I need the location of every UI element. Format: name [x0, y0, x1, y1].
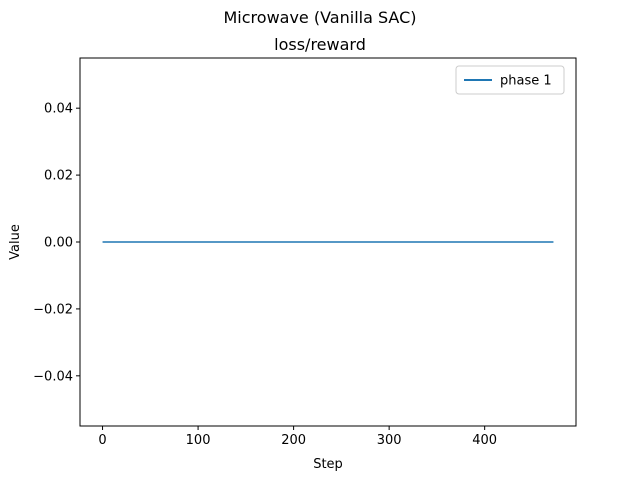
x-tick-label: 100: [186, 433, 211, 448]
legend-label: phase 1: [500, 74, 552, 89]
x-tick-label: 300: [377, 433, 402, 448]
chart-title: loss/reward: [274, 35, 366, 54]
x-axis-label: Step: [313, 457, 343, 472]
y-tick-label: −0.02: [33, 302, 73, 317]
y-tick-label: 0.02: [44, 169, 73, 184]
y-axis-label: Value: [8, 224, 23, 260]
y-tick-label: −0.04: [33, 369, 73, 384]
legend: phase 1: [455, 65, 565, 95]
x-tick-label: 200: [281, 433, 306, 448]
legend-box: [455, 65, 565, 95]
figure-suptitle: Microwave (Vanilla SAC): [224, 8, 417, 27]
y-tick-label: 0.00: [44, 236, 73, 251]
x-tick-label: 0: [98, 433, 106, 448]
y-tick-label: 0.04: [44, 102, 73, 117]
x-tick-label: 400: [472, 433, 497, 448]
plot-area: 0 100 200 300 400 −0.04 −0.02 0.00 0.02 0.04: [33, 57, 577, 448]
